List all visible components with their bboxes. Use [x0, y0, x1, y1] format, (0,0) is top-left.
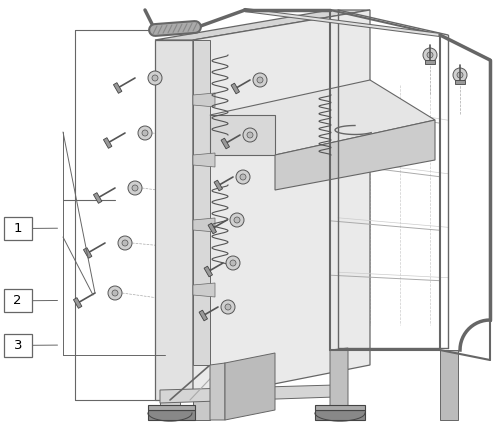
Polygon shape: [148, 410, 195, 420]
FancyBboxPatch shape: [4, 334, 32, 357]
Circle shape: [128, 181, 142, 195]
Circle shape: [457, 72, 463, 78]
Polygon shape: [315, 410, 365, 420]
Circle shape: [230, 260, 236, 266]
Circle shape: [423, 48, 437, 62]
Text: 2: 2: [14, 294, 22, 307]
Polygon shape: [315, 413, 365, 421]
Polygon shape: [199, 310, 207, 321]
Polygon shape: [193, 218, 215, 232]
Polygon shape: [225, 353, 275, 420]
Polygon shape: [231, 83, 239, 94]
Polygon shape: [193, 93, 215, 107]
Polygon shape: [193, 153, 215, 167]
FancyBboxPatch shape: [4, 217, 32, 240]
Circle shape: [226, 256, 240, 270]
Circle shape: [142, 130, 148, 136]
Circle shape: [225, 304, 231, 310]
Polygon shape: [440, 350, 458, 420]
Polygon shape: [155, 10, 370, 40]
Circle shape: [247, 132, 253, 138]
Polygon shape: [210, 363, 225, 420]
Polygon shape: [160, 400, 180, 420]
Text: 1: 1: [14, 222, 22, 235]
Circle shape: [230, 213, 244, 227]
Polygon shape: [425, 60, 435, 64]
Circle shape: [453, 68, 467, 82]
Polygon shape: [455, 80, 465, 84]
Polygon shape: [74, 298, 82, 308]
Polygon shape: [148, 413, 192, 421]
Polygon shape: [114, 83, 122, 94]
Circle shape: [152, 75, 158, 81]
Polygon shape: [104, 138, 112, 148]
Polygon shape: [193, 283, 215, 297]
Circle shape: [253, 73, 267, 87]
Polygon shape: [84, 248, 92, 258]
FancyBboxPatch shape: [4, 289, 32, 312]
Polygon shape: [221, 138, 230, 149]
Circle shape: [148, 71, 162, 85]
Circle shape: [138, 126, 152, 140]
Circle shape: [240, 174, 246, 180]
Text: 3: 3: [14, 339, 22, 352]
Circle shape: [132, 185, 138, 191]
Polygon shape: [204, 266, 212, 277]
Circle shape: [108, 286, 122, 300]
Circle shape: [243, 128, 257, 142]
Polygon shape: [155, 40, 193, 400]
Polygon shape: [214, 180, 222, 191]
Polygon shape: [208, 223, 216, 234]
Polygon shape: [275, 120, 435, 190]
Circle shape: [236, 170, 250, 184]
Circle shape: [257, 77, 263, 83]
Circle shape: [234, 217, 240, 223]
Polygon shape: [210, 80, 435, 155]
Circle shape: [427, 52, 433, 58]
Circle shape: [122, 240, 128, 246]
Polygon shape: [160, 385, 335, 403]
Circle shape: [221, 300, 235, 314]
Polygon shape: [193, 10, 370, 400]
Polygon shape: [148, 405, 195, 410]
Circle shape: [112, 290, 118, 296]
Polygon shape: [94, 193, 102, 203]
Polygon shape: [330, 348, 348, 420]
Polygon shape: [193, 400, 210, 420]
Polygon shape: [315, 405, 365, 410]
Circle shape: [118, 236, 132, 250]
Polygon shape: [210, 115, 275, 155]
Polygon shape: [193, 40, 210, 365]
